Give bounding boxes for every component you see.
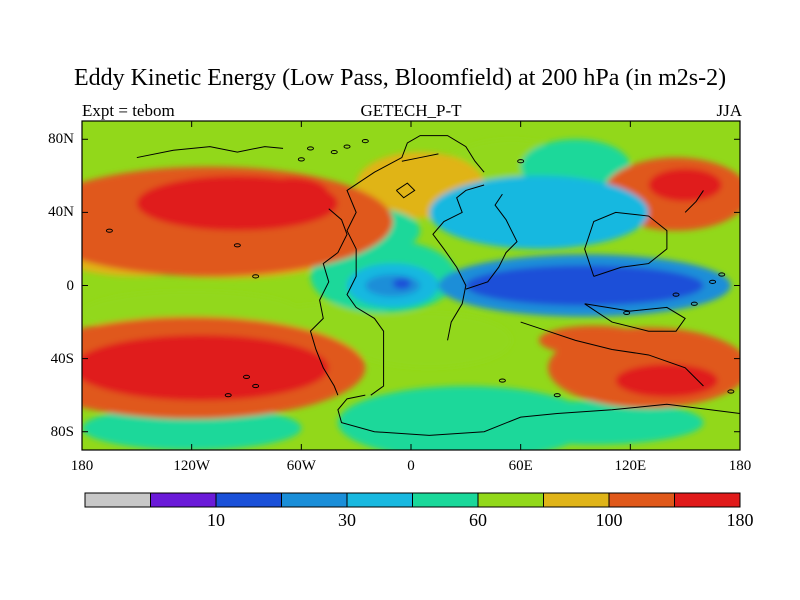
coastlines — [105, 135, 740, 436]
island — [517, 159, 525, 164]
coastline — [432, 184, 485, 341]
island — [105, 228, 113, 233]
field-contour — [615, 364, 719, 397]
field-contour — [82, 406, 302, 450]
field-contour — [648, 168, 722, 202]
island — [718, 272, 726, 277]
colorbar-box — [412, 492, 479, 508]
island — [498, 378, 506, 383]
island — [727, 389, 735, 394]
island — [297, 157, 305, 162]
coastline — [401, 153, 439, 162]
island — [243, 374, 250, 379]
coastline — [136, 146, 284, 159]
colorbar-box — [543, 492, 610, 508]
colorbar-label: 60 — [469, 510, 487, 530]
coastline — [396, 182, 416, 199]
colorbar-box — [674, 492, 741, 508]
coastline — [337, 394, 740, 436]
colorbar-label: 10 — [207, 510, 225, 530]
island — [553, 393, 561, 398]
colorbar-box — [84, 492, 151, 508]
x-tick-label: 0 — [407, 458, 415, 474]
y-tick-label: 40S — [50, 350, 74, 367]
x-tick-label: 180 — [728, 458, 752, 474]
y-tick-label: 80N — [48, 131, 74, 148]
island — [252, 274, 260, 279]
x-tick-label: 60W — [286, 458, 316, 474]
field-contour — [484, 400, 704, 445]
island — [361, 139, 369, 144]
colorbar-label: 180 — [726, 510, 754, 530]
colorbar-label: 100 — [595, 510, 623, 530]
field-contour — [255, 177, 329, 211]
island — [306, 146, 314, 151]
map-title: Eddy Kinetic Energy (Low Pass, Bloomfiel… — [73, 65, 727, 91]
x-tick-label: 60E — [508, 458, 533, 474]
coastline — [584, 303, 686, 332]
model-label: GETECH_P-T — [360, 101, 462, 120]
island — [252, 383, 260, 389]
field-contour — [538, 325, 649, 355]
colorbar-box — [150, 492, 217, 508]
colorbar-box — [608, 492, 675, 508]
colorbar-label: 30 — [338, 510, 356, 530]
x-tick-label: 120W — [173, 458, 210, 474]
y-tick-label: 0 — [66, 277, 75, 294]
colorbar-box — [215, 492, 282, 508]
coastline — [520, 321, 704, 387]
colorbar-box — [281, 492, 348, 508]
island — [690, 301, 698, 306]
coastline — [346, 135, 485, 396]
colorbar-box — [346, 492, 413, 508]
field-contour — [82, 334, 329, 401]
x-tick-label: 120E — [614, 458, 647, 474]
island — [233, 243, 241, 248]
x-tick-label: 180 — [70, 458, 94, 474]
island — [623, 310, 631, 316]
island — [709, 279, 717, 284]
season-label: JJA — [716, 101, 742, 120]
field-contour — [429, 175, 649, 249]
eke-field — [82, 121, 740, 450]
field-contour — [347, 312, 512, 368]
axis-ticks — [81, 121, 741, 450]
experiment-label: Expt = tebom — [82, 101, 175, 120]
island — [330, 149, 338, 155]
island — [224, 393, 232, 398]
coastline — [465, 193, 518, 290]
coastline — [309, 208, 348, 396]
island — [343, 144, 351, 149]
field-contour — [465, 265, 704, 306]
coastline — [684, 190, 704, 213]
colorbar-box — [477, 492, 544, 508]
field-contour — [392, 278, 411, 290]
y-tick-label: 40N — [48, 204, 74, 221]
coastline — [584, 211, 668, 277]
island — [672, 292, 680, 297]
y-tick-label: 80S — [50, 423, 74, 440]
